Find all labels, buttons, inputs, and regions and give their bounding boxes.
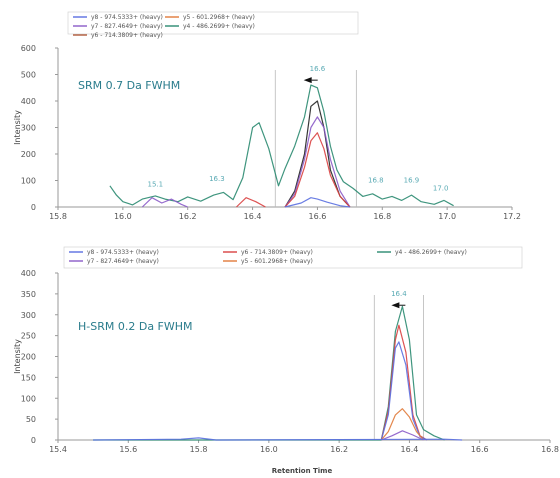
- legend-entry: y5 - 601.2968+ (heavy): [183, 14, 255, 21]
- legend-entry: y8 - 974.5333+ (heavy): [91, 14, 163, 21]
- x-tick-label: 17.2: [503, 212, 521, 221]
- x-tick-label: 16.2: [179, 212, 197, 221]
- legend-entry: y7 - 827.4649+ (heavy): [91, 23, 163, 30]
- x-tick-label: 17.0: [438, 212, 456, 221]
- series-line: [284, 100, 351, 208]
- series-line: [93, 437, 463, 441]
- chart-panel-2: 0 50 100 150 200 250 300 350 400 15.4 15.6 15.8 16.0…: [13, 246, 559, 475]
- y-tick-label: 200: [21, 353, 36, 362]
- peak-apex-marker: [391, 302, 400, 309]
- chart-panel-1: 0 100 200 300 400 500 600 15.8 16.0 16.2 16.4 16.6 1…: [13, 11, 521, 221]
- chart-annotation: H-SRM 0.2 Da FWHM: [78, 320, 193, 333]
- x-tick-label: 16.8: [373, 212, 391, 221]
- series-line: [284, 116, 351, 208]
- y-axis-label: Intensity: [13, 110, 22, 145]
- y-tick-label: 50: [26, 415, 36, 424]
- legend-entry: y6 - 714.3809+ (heavy): [91, 32, 163, 39]
- legend-entry: y4 - 486.2699+ (heavy): [395, 249, 467, 256]
- series-line: [109, 84, 454, 207]
- legend-entry: y6 - 714.3809+ (heavy): [241, 249, 313, 256]
- x-tick-label: 16.6: [309, 212, 327, 221]
- x-tick-label: 15.8: [190, 445, 208, 454]
- series-line: [381, 430, 424, 441]
- x-tick-label: 15.6: [119, 445, 137, 454]
- y-tick-label: 300: [21, 124, 36, 133]
- peak-label: 16.6: [310, 65, 326, 73]
- peak-label: 16.9: [404, 176, 420, 184]
- chart-annotation: SRM 0.7 Da FWHM: [78, 79, 180, 92]
- series-line: [284, 197, 350, 208]
- peak-label: 16.4: [391, 290, 407, 298]
- x-tick-label: 16.4: [401, 445, 419, 454]
- legend-entry: y5 - 601.2968+ (heavy): [241, 258, 313, 265]
- y-tick-label: 100: [21, 394, 36, 403]
- y-tick-label: 100: [21, 177, 36, 186]
- y-tick-label: 200: [21, 150, 36, 159]
- x-tick-label: 16.4: [244, 212, 262, 221]
- y-tick-label: 300: [21, 311, 36, 320]
- y-tick-label: 0: [31, 203, 36, 212]
- peak-label: 16.3: [209, 175, 225, 183]
- series-line: [141, 197, 188, 208]
- legend-entry: y4 - 486.2699+ (heavy): [183, 23, 255, 30]
- x-tick-label: 16.0: [260, 445, 278, 454]
- x-tick-label: 16.2: [330, 445, 348, 454]
- legend-box: [67, 11, 359, 35]
- legend-entry: y7 - 827.4649+ (heavy): [87, 258, 159, 265]
- x-tick-label: 16.0: [114, 212, 132, 221]
- x-tick-label: 16.6: [471, 445, 489, 454]
- y-tick-label: 0: [31, 436, 36, 445]
- y-tick-label: 250: [21, 332, 36, 341]
- peak-label: 17.0: [433, 184, 449, 192]
- y-tick-label: 500: [21, 71, 36, 80]
- series-line: [380, 341, 428, 441]
- y-tick-label: 400: [21, 97, 36, 106]
- y-tick-label: 150: [21, 373, 36, 382]
- y-tick-label: 400: [21, 269, 36, 278]
- peak-label: 15.1: [147, 180, 163, 188]
- y-tick-label: 350: [21, 290, 36, 299]
- peak-label: 16.8: [368, 176, 384, 184]
- series-line: [284, 132, 351, 208]
- x-axis-label: Retention Time: [272, 467, 333, 475]
- legend-entry: y8 - 974.5333+ (heavy): [87, 249, 159, 256]
- legend-box: [63, 246, 523, 269]
- x-tick-label: 15.8: [49, 212, 67, 221]
- y-axis-label: Intensity: [13, 339, 22, 374]
- series-line: [235, 197, 266, 208]
- x-tick-label: 15.4: [49, 445, 67, 454]
- peak-apex-marker: [303, 77, 312, 84]
- y-tick-label: 600: [21, 44, 36, 53]
- x-tick-label: 16.8: [541, 445, 559, 454]
- series-line: [380, 408, 424, 441]
